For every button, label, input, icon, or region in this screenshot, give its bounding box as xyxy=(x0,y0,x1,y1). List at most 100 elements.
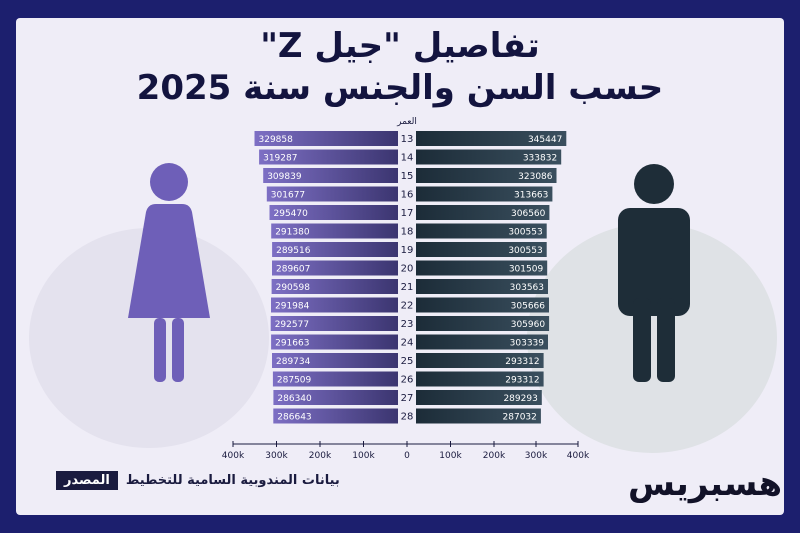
female-value-label-13: 329858 xyxy=(259,135,294,145)
x-tick-label-0: 400k xyxy=(222,451,245,461)
age-label-14: 14 xyxy=(401,153,414,164)
female-value-label-20: 289607 xyxy=(276,265,310,275)
age-label-16: 16 xyxy=(401,190,414,201)
age-label-24: 24 xyxy=(401,338,414,349)
x-tick-label-3: 100k xyxy=(352,451,375,461)
age-label-22: 22 xyxy=(401,301,414,312)
source-note: بيانات المندوبية السامية للتخطيط المصدر xyxy=(56,471,340,490)
female-value-label-26: 287509 xyxy=(277,376,312,386)
male-value-label-20: 301509 xyxy=(509,265,544,275)
female-value-label-22: 291984 xyxy=(275,302,310,312)
male-value-label-28: 287032 xyxy=(503,413,537,423)
male-bar-16 xyxy=(416,186,553,202)
bars-group: 329858 345447 13 319287 333832 14 309839 323086… xyxy=(254,131,567,424)
female-value-label-15: 309839 xyxy=(267,172,302,182)
woman-figure-icon xyxy=(128,163,210,382)
male-bar-20 xyxy=(416,260,548,276)
male-value-label-21: 303563 xyxy=(510,283,544,293)
male-value-label-22: 305666 xyxy=(511,302,546,312)
male-bar-21 xyxy=(416,279,548,294)
male-halo xyxy=(527,223,777,453)
x-tick-label-2: 200k xyxy=(309,451,332,461)
female-bar-20 xyxy=(272,260,398,276)
female-value-label-28: 286643 xyxy=(277,413,311,423)
x-tick-label-7: 300k xyxy=(525,451,548,461)
title-line-1: تفاصيل "جيل Z" xyxy=(260,26,540,66)
male-value-label-25: 293312 xyxy=(505,357,539,367)
female-bar-24 xyxy=(271,334,398,350)
population-pyramid-chart: العمر 329858 345447 13 319287 333832 14 309839… xyxy=(29,117,777,461)
brand-logo: هسبريس xyxy=(628,464,783,504)
x-tick-label-5: 100k xyxy=(439,451,462,461)
male-value-label-15: 323086 xyxy=(518,172,553,182)
female-value-label-27: 286340 xyxy=(277,394,312,404)
x-tick-label-1: 300k xyxy=(265,451,288,461)
female-bar-28 xyxy=(273,408,398,424)
female-bar-15 xyxy=(263,168,398,183)
male-value-label-18: 300553 xyxy=(508,228,542,238)
female-bar-19 xyxy=(272,242,398,257)
male-bar-13 xyxy=(416,131,567,146)
age-label-19: 19 xyxy=(401,245,414,256)
female-value-label-25: 289734 xyxy=(276,357,311,367)
male-bar-24 xyxy=(416,334,548,350)
female-bar-25 xyxy=(272,353,398,368)
female-halo xyxy=(29,228,269,448)
age-label-28: 28 xyxy=(401,412,414,423)
female-bar-14 xyxy=(259,149,398,165)
male-value-label-27: 289293 xyxy=(503,394,537,404)
male-bar-28 xyxy=(416,408,541,424)
female-bar-21 xyxy=(271,279,398,294)
source-text: بيانات المندوبية السامية للتخطيط xyxy=(125,473,340,488)
age-label-27: 27 xyxy=(401,393,414,404)
male-bar-14 xyxy=(416,149,562,165)
female-bar-17 xyxy=(269,205,398,220)
man-figure-icon xyxy=(618,164,690,382)
male-value-label-19: 300553 xyxy=(508,246,542,256)
female-bar-13 xyxy=(254,131,398,146)
female-bar-22 xyxy=(271,297,398,313)
male-bar-27 xyxy=(416,390,542,405)
male-bar-18 xyxy=(416,223,547,239)
female-value-label-23: 292577 xyxy=(275,320,309,330)
age-label-26: 26 xyxy=(401,375,414,386)
male-value-label-26: 293312 xyxy=(505,376,539,386)
male-bar-19 xyxy=(416,242,547,257)
male-value-label-14: 333832 xyxy=(523,154,557,164)
age-label-23: 23 xyxy=(401,319,414,330)
title-line-2: حسب السن والجنس سنة 2025 xyxy=(136,68,664,108)
female-value-label-18: 291380 xyxy=(275,228,310,238)
age-label-18: 18 xyxy=(401,227,414,238)
female-bar-26 xyxy=(272,371,398,387)
male-bar-15 xyxy=(416,168,557,183)
female-value-label-19: 289516 xyxy=(276,246,311,256)
x-tick-label-8: 400k xyxy=(567,451,590,461)
female-bar-23 xyxy=(270,316,398,331)
male-value-label-17: 306560 xyxy=(511,209,546,219)
x-axis: 400k 300k 200k 100k 0 100k 200k 300k 400k xyxy=(222,441,590,461)
source-label: المصدر xyxy=(56,471,118,490)
male-value-label-13: 345447 xyxy=(528,135,562,145)
age-label-25: 25 xyxy=(401,356,414,367)
infographic-card: تفاصيل "جيل Z" حسب السن والجنس سنة 2025 xyxy=(16,18,784,515)
female-value-label-24: 291663 xyxy=(275,339,309,349)
male-bar-23 xyxy=(416,316,550,331)
age-label-21: 21 xyxy=(401,282,414,293)
age-label-20: 20 xyxy=(401,264,414,275)
male-bar-17 xyxy=(416,205,550,220)
age-label-17: 17 xyxy=(401,208,414,219)
female-bar-18 xyxy=(271,223,398,239)
male-bar-22 xyxy=(416,297,549,313)
male-bar-25 xyxy=(416,353,544,368)
female-value-label-17: 295470 xyxy=(274,209,309,219)
female-bar-16 xyxy=(266,186,398,202)
female-value-label-21: 290598 xyxy=(276,283,311,293)
age-label-15: 15 xyxy=(401,171,414,182)
female-value-label-14: 319287 xyxy=(263,154,297,164)
female-bar-27 xyxy=(273,390,398,405)
female-value-label-16: 301677 xyxy=(271,191,305,201)
x-tick-label-4: 0 xyxy=(404,451,410,461)
age-label-13: 13 xyxy=(401,134,414,145)
male-bar-26 xyxy=(416,371,544,387)
male-value-label-24: 303339 xyxy=(510,339,545,349)
